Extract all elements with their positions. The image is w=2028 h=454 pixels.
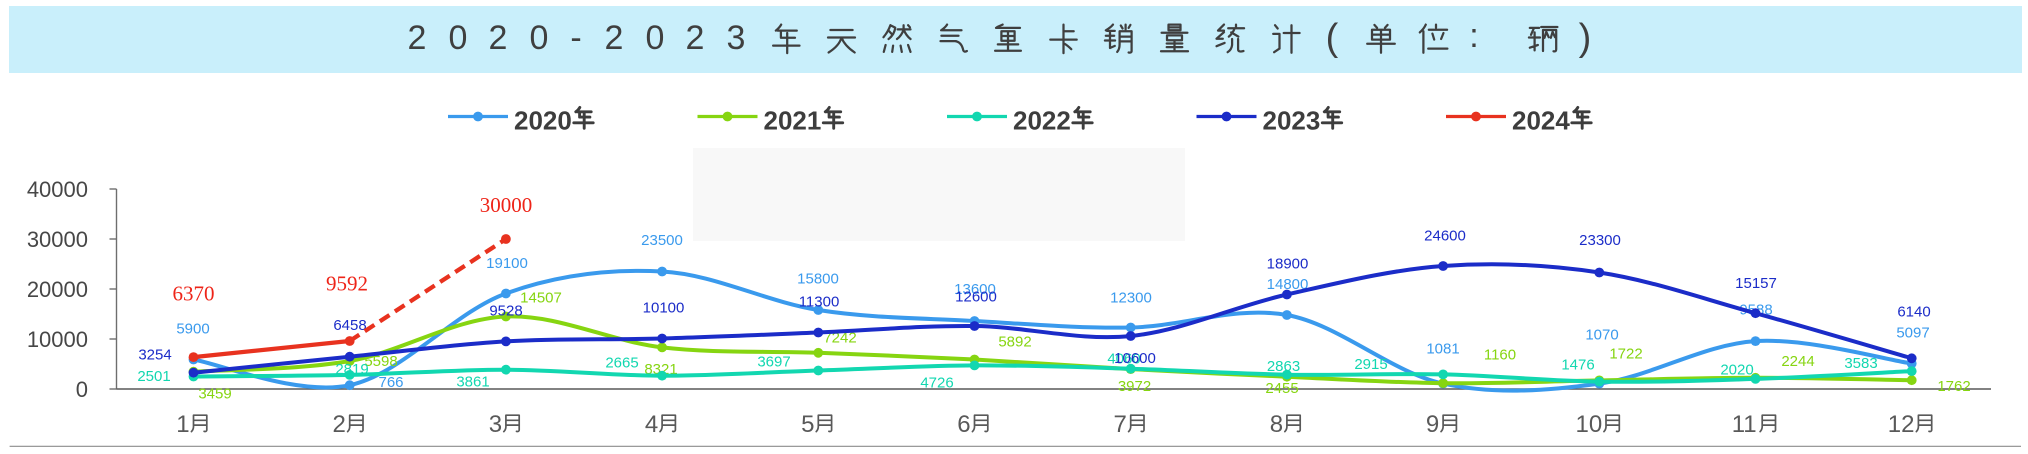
svg-text:7: 7 — [1114, 411, 1127, 438]
svg-text:3972: 3972 — [1118, 378, 1151, 395]
svg-text:9528: 9528 — [489, 302, 522, 319]
svg-text:6458: 6458 — [333, 317, 366, 334]
svg-text::: : — [1469, 17, 1478, 55]
svg-text:4726: 4726 — [920, 374, 953, 391]
svg-text:0: 0 — [76, 377, 88, 402]
svg-text:2: 2 — [489, 19, 508, 57]
svg-text:1081: 1081 — [1426, 340, 1459, 357]
svg-text:5900: 5900 — [176, 320, 209, 337]
svg-text:30000: 30000 — [480, 193, 533, 217]
svg-text:10100: 10100 — [643, 299, 685, 316]
svg-text:23500: 23500 — [641, 232, 683, 249]
svg-text:15157: 15157 — [1735, 275, 1777, 292]
svg-text:6370: 6370 — [173, 282, 215, 306]
svg-text:2024: 2024 — [1512, 106, 1570, 136]
svg-text:3459: 3459 — [198, 385, 231, 402]
svg-text:(: ( — [1326, 17, 1339, 59]
svg-text:9: 9 — [1426, 411, 1439, 438]
svg-text:-: - — [570, 19, 581, 57]
svg-text:14800: 14800 — [1267, 276, 1309, 293]
svg-text:12600: 12600 — [955, 288, 997, 305]
svg-text:2021: 2021 — [764, 106, 822, 136]
svg-text:3697: 3697 — [757, 353, 790, 370]
svg-text:3254: 3254 — [138, 346, 171, 363]
svg-text:12300: 12300 — [1110, 289, 1152, 306]
svg-text:24600: 24600 — [1424, 227, 1466, 244]
svg-text:0: 0 — [530, 19, 549, 57]
svg-text:11: 11 — [1732, 411, 1757, 438]
svg-text:40000: 40000 — [27, 177, 88, 202]
svg-text:2665: 2665 — [605, 354, 638, 371]
svg-text:1722: 1722 — [1609, 345, 1642, 362]
svg-text:2020: 2020 — [1720, 361, 1753, 378]
svg-text:1476: 1476 — [1561, 356, 1594, 373]
svg-text:14507: 14507 — [520, 289, 562, 306]
svg-text:4: 4 — [645, 411, 658, 438]
svg-text:3583: 3583 — [1844, 355, 1877, 372]
svg-text:1070: 1070 — [1585, 326, 1618, 343]
svg-text:9592: 9592 — [326, 272, 368, 296]
svg-text:2244: 2244 — [1781, 353, 1814, 370]
svg-text:3: 3 — [489, 411, 502, 438]
svg-text:20000: 20000 — [27, 277, 88, 302]
svg-text:10600: 10600 — [1114, 350, 1156, 367]
svg-text:0: 0 — [646, 19, 665, 57]
svg-text:1762: 1762 — [1937, 378, 1970, 395]
svg-text:3: 3 — [727, 19, 746, 57]
svg-text:6: 6 — [957, 411, 970, 438]
svg-text:2501: 2501 — [137, 368, 170, 385]
svg-text:2455: 2455 — [1265, 380, 1298, 397]
svg-text:2: 2 — [686, 19, 705, 57]
svg-text:2863: 2863 — [1267, 358, 1300, 375]
svg-text:0: 0 — [449, 19, 468, 57]
svg-text:2819: 2819 — [335, 361, 368, 378]
svg-text:8321: 8321 — [644, 361, 677, 378]
svg-text:2023: 2023 — [1263, 106, 1321, 136]
svg-text:5598: 5598 — [364, 353, 397, 370]
svg-text:1160: 1160 — [1484, 346, 1516, 363]
svg-text:11300: 11300 — [799, 293, 840, 310]
svg-text:23300: 23300 — [1579, 232, 1621, 249]
svg-text:8: 8 — [1270, 411, 1283, 438]
svg-text:5892: 5892 — [998, 333, 1031, 350]
svg-text:10000: 10000 — [27, 327, 88, 352]
svg-text:10: 10 — [1576, 411, 1603, 438]
svg-text:2020: 2020 — [514, 106, 572, 136]
svg-text:4060: 4060 — [1107, 350, 1140, 367]
svg-text:6140: 6140 — [1897, 303, 1930, 320]
svg-text:12: 12 — [1888, 411, 1915, 438]
svg-text:13600: 13600 — [954, 281, 996, 298]
svg-text:2915: 2915 — [1354, 356, 1387, 373]
svg-text:): ) — [1579, 17, 1592, 59]
svg-text:5: 5 — [801, 411, 814, 438]
svg-text:3861: 3861 — [456, 373, 489, 390]
svg-text:1: 1 — [176, 411, 189, 438]
svg-text:2: 2 — [408, 19, 427, 57]
svg-text:766: 766 — [378, 374, 403, 391]
svg-text:19100: 19100 — [486, 255, 528, 272]
svg-text:2: 2 — [605, 19, 624, 57]
svg-text:30000: 30000 — [27, 227, 88, 252]
svg-text:18900: 18900 — [1267, 255, 1309, 272]
svg-text:2022: 2022 — [1013, 106, 1071, 136]
svg-text:2: 2 — [333, 411, 346, 438]
svg-text:15800: 15800 — [797, 270, 839, 287]
svg-text:5097: 5097 — [1896, 324, 1929, 341]
